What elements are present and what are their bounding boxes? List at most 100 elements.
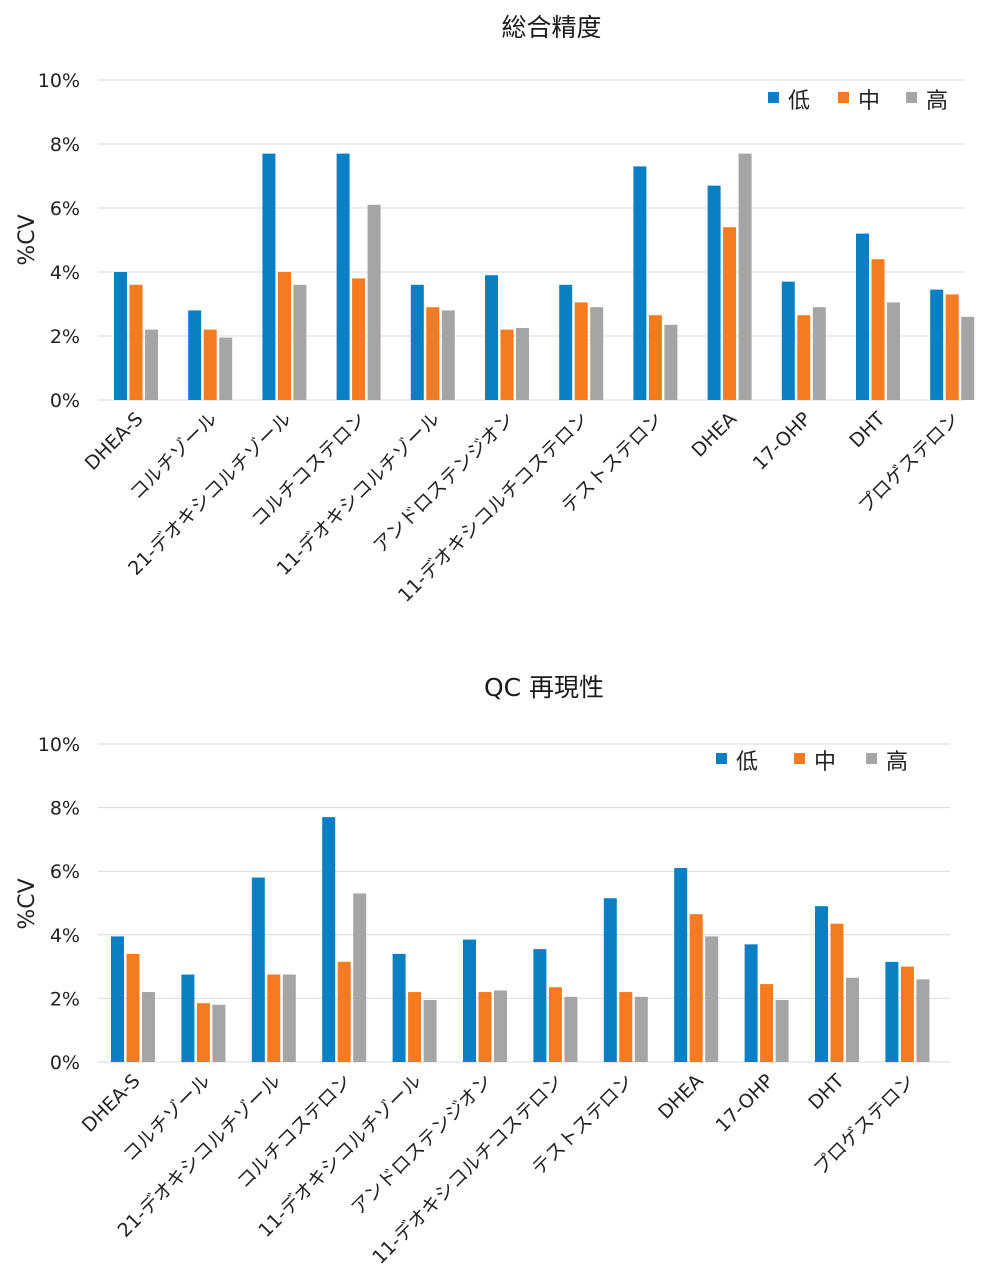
bar xyxy=(129,284,143,400)
bar xyxy=(559,284,573,400)
y-tick-label: 8% xyxy=(50,798,80,820)
bar xyxy=(846,977,859,1062)
bar xyxy=(145,329,158,400)
x-tick-label: 17-OHP xyxy=(711,1070,778,1137)
bar xyxy=(251,877,265,1062)
y-tick-label: 0% xyxy=(50,1052,80,1074)
legend-swatch xyxy=(866,753,877,764)
bar xyxy=(478,992,492,1062)
bar xyxy=(916,979,930,1062)
y-tick-label: 10% xyxy=(38,70,80,92)
bar xyxy=(463,939,476,1062)
chart-overall-precision: 総合精度 0% 2% 4% 6% 8% 10% %CV DHEA-S コルチゾール 21-デオキシコ… xyxy=(15,13,975,607)
bar xyxy=(815,906,828,1062)
bar xyxy=(293,284,307,400)
bar xyxy=(277,272,291,400)
x-tick-label: DHEA-S xyxy=(81,408,148,475)
legend-swatch xyxy=(906,92,917,103)
y-tick-label: 10% xyxy=(38,734,80,756)
bar xyxy=(775,999,789,1062)
legend-label: 低 xyxy=(788,89,810,114)
bar xyxy=(203,329,217,400)
x-tick-label: 17-OHP xyxy=(749,408,816,475)
bar xyxy=(426,307,440,400)
y-tick-label: 4% xyxy=(50,262,80,284)
bar xyxy=(664,324,678,400)
chart-qc-reproducibility: QC 再現性 0% 2% 4% 6% 8% 10% %CV DHEA-S コルチゾール 21-デオキ… xyxy=(0,660,1005,1280)
bar xyxy=(181,974,195,1062)
bar xyxy=(336,153,350,400)
bar xyxy=(533,949,547,1062)
bar xyxy=(392,953,406,1062)
bar xyxy=(930,289,944,400)
chart-svg: QC 再現性0%2%4%6%8%10%%CVDHEA-Sコルチゾール21-デオキ… xyxy=(15,673,950,1269)
bar xyxy=(812,307,826,400)
bar xyxy=(648,315,662,400)
bar xyxy=(196,1003,210,1062)
bar xyxy=(689,914,703,1062)
bar xyxy=(367,204,381,400)
x-tick-label: アンドロステンジオン xyxy=(347,1070,496,1219)
legend-swatch xyxy=(716,753,727,764)
chart-title: QC 再現性 xyxy=(484,673,604,702)
bar xyxy=(871,259,885,400)
bar xyxy=(603,898,617,1062)
bar xyxy=(337,961,351,1062)
y-axis-label: %CV xyxy=(15,878,40,929)
bar xyxy=(633,166,647,400)
bar xyxy=(485,275,498,400)
bar xyxy=(516,328,529,400)
bar xyxy=(282,974,296,1062)
y-tick-label: 8% xyxy=(50,134,80,156)
y-tick-label: 6% xyxy=(50,198,80,220)
y-tick-label: 2% xyxy=(50,326,80,348)
bar xyxy=(262,153,276,400)
legend-label: 中 xyxy=(814,750,836,775)
legend-label: 中 xyxy=(858,89,880,114)
bar xyxy=(634,996,648,1062)
bar xyxy=(961,316,975,400)
bar xyxy=(723,227,737,400)
bar xyxy=(423,999,437,1062)
bar xyxy=(114,272,127,400)
bar xyxy=(705,936,719,1062)
bar xyxy=(111,936,124,1062)
y-tick-label: 0% xyxy=(50,390,80,412)
y-tick-label: 6% xyxy=(50,861,80,883)
chart-title: 総合精度 xyxy=(501,13,601,42)
y-axis-label: %CV xyxy=(15,214,40,265)
bar xyxy=(887,302,900,400)
bar xyxy=(590,307,604,400)
bar xyxy=(856,233,869,400)
legend-label: 低 xyxy=(736,750,758,775)
legend-swatch xyxy=(794,753,805,764)
bar xyxy=(267,974,281,1062)
bar xyxy=(494,990,507,1062)
bar xyxy=(564,996,578,1062)
bar xyxy=(945,294,959,400)
bar xyxy=(410,284,424,400)
bar xyxy=(885,961,899,1062)
legend-swatch xyxy=(838,92,849,103)
y-tick-label: 2% xyxy=(50,988,80,1010)
bar xyxy=(619,992,633,1062)
bar xyxy=(353,893,367,1062)
bar xyxy=(212,1004,226,1062)
bar xyxy=(408,992,422,1062)
bar xyxy=(500,329,514,400)
legend-swatch xyxy=(768,92,779,103)
bar xyxy=(441,310,455,400)
x-tick-label: DHT xyxy=(845,408,889,452)
bar xyxy=(738,153,752,400)
x-tick-label: DHEA xyxy=(687,408,741,462)
bar xyxy=(188,310,202,400)
bar xyxy=(574,302,588,400)
legend-label: 高 xyxy=(926,89,948,114)
chart-svg: 総合精度0%2%4%6%8%10%%CVDHEA-Sコルチゾール21-デオキシコ… xyxy=(15,13,975,607)
y-tick-label: 4% xyxy=(50,925,80,947)
bar xyxy=(352,278,366,400)
x-tick-label: DHEA-S xyxy=(78,1070,145,1137)
bar xyxy=(781,281,795,400)
bar xyxy=(707,185,721,400)
bar xyxy=(900,966,914,1062)
